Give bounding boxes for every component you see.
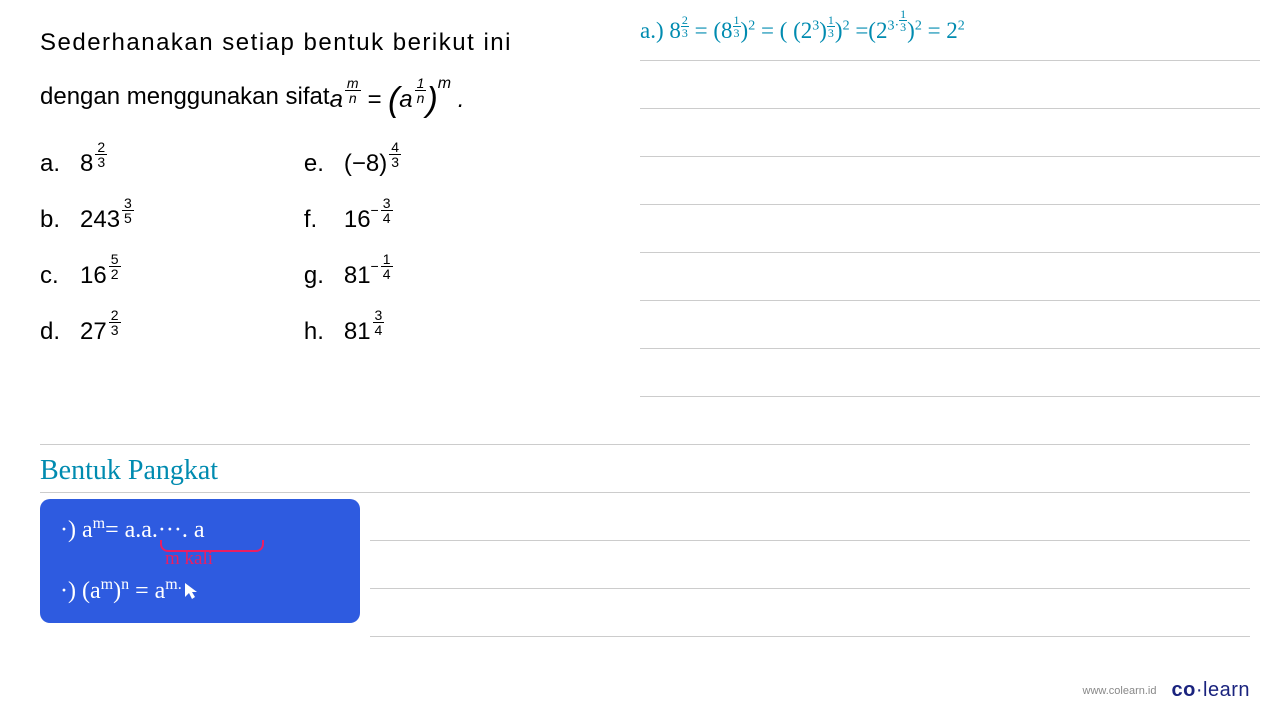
footer-url: www.colearn.id [1083, 685, 1157, 697]
option-b: b.24335 [40, 198, 134, 242]
formula-rule-2: ·) (am)n = am. [60, 576, 336, 605]
mkali-label: m kali [165, 548, 336, 570]
problem-line2: dengan menggunakan sifat amn = (a1n)m . [40, 71, 630, 122]
option-a: a.823 [40, 142, 134, 186]
option-d: d.2723 [40, 310, 134, 354]
ruled-line-full [40, 444, 1250, 445]
handwriting-answer: a.) 823 = (813)2 = ( (23)13)2 =(23·13)2 … [640, 18, 965, 44]
ruled-lines [640, 60, 1280, 444]
problem-prefix: dengan menggunakan sifat [40, 79, 330, 115]
option-g: g.81−14 [304, 254, 401, 298]
work-area: a.) 823 = (813)2 = ( (23)13)2 =(23·13)2 … [640, 0, 1280, 720]
topic-title: Bentuk Pangkat [40, 455, 360, 487]
options-right-col: e.(−8)43 f.16−34 g.81−14 h.8134 [304, 142, 401, 354]
option-h: h.8134 [304, 310, 401, 354]
cursor-icon [182, 581, 202, 601]
problem-panel: Sederhanakan setiap bentuk berikut ini d… [40, 25, 630, 354]
ruled-line-full [370, 636, 1250, 637]
option-f: f.16−34 [304, 198, 401, 242]
formula-box: ·) am= a.a.···. a m kali ·) (am)n = am. [40, 499, 360, 623]
problem-line1: Sederhanakan setiap bentuk berikut ini [40, 25, 630, 61]
option-e: e.(−8)43 [304, 142, 401, 186]
ruled-line-full [370, 540, 1250, 541]
option-c: c.1652 [40, 254, 134, 298]
options-grid: a.823 b.24335 c.1652 d.2723 e.(−8)43 f.1… [40, 142, 630, 354]
formula: amn = (a1n)m . [330, 71, 465, 122]
bottom-section: Bentuk Pangkat ·) am= a.a.···. a m kali … [40, 455, 360, 623]
ruled-line-full [370, 588, 1250, 589]
footer-logo: co·learn [1172, 679, 1251, 702]
page: Sederhanakan setiap bentuk berikut ini d… [0, 0, 1280, 720]
footer: www.colearn.id co·learn [1083, 679, 1250, 702]
options-left-col: a.823 b.24335 c.1652 d.2723 [40, 142, 134, 354]
